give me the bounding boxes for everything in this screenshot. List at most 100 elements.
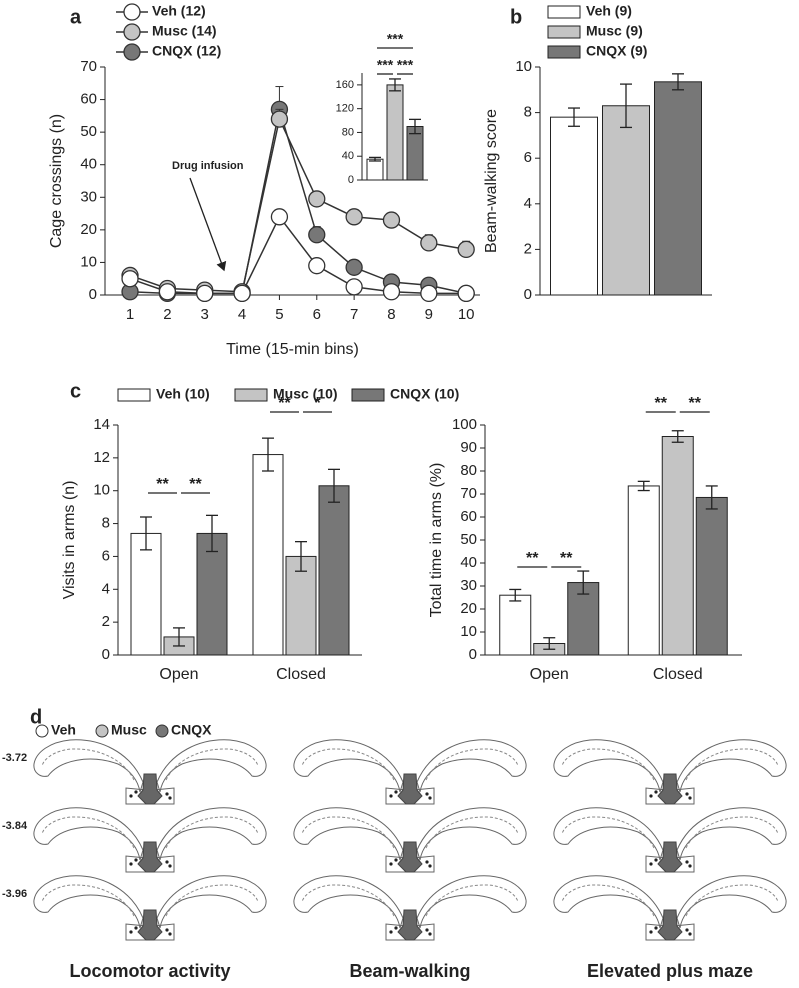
- marker: [308, 257, 326, 275]
- marker: [158, 283, 177, 301]
- significance-label: **: [189, 476, 202, 493]
- marker: [382, 211, 401, 229]
- legend-marker: [95, 724, 109, 738]
- series-line: [129, 116, 467, 293]
- significance-label: **: [560, 550, 573, 567]
- y-tick-label: 6: [102, 547, 110, 564]
- y-axis-label: Beam-walking score: [483, 109, 500, 253]
- y-tick-label: 4: [524, 195, 532, 212]
- bregma-level: -3.84: [2, 820, 28, 832]
- y-axis-label: Total time in arms (%): [428, 463, 445, 618]
- marker: [382, 283, 401, 301]
- y-tick-label: 8: [524, 104, 532, 121]
- y-tick-label: 12: [93, 449, 110, 466]
- bar: [196, 532, 228, 656]
- legend-marker: [123, 23, 141, 41]
- y-tick-label: 30: [80, 188, 97, 205]
- y-tick-label: 10: [515, 58, 532, 75]
- legend-label: Musc (9): [586, 23, 643, 39]
- marker: [308, 226, 326, 244]
- infusion-arrow: [189, 177, 227, 272]
- x-tick-label: Open: [530, 666, 569, 683]
- legend-label: Musc (10): [273, 386, 338, 402]
- legend-swatch: [117, 388, 151, 402]
- y-tick-label: 6: [524, 149, 532, 166]
- marker: [420, 284, 438, 303]
- annotation: Drug infusion: [172, 160, 244, 172]
- y-tick-label: 80: [460, 462, 477, 479]
- marker: [345, 208, 363, 226]
- legend-marker: [155, 724, 169, 738]
- x-tick-label: 8: [387, 306, 395, 323]
- y-tick-label: 8: [102, 515, 110, 532]
- bar: [499, 594, 532, 656]
- bregma-level: -3.96: [2, 888, 27, 900]
- y-tick-label: 80: [342, 126, 354, 138]
- bar: [252, 454, 284, 656]
- legend-swatch: [351, 388, 385, 402]
- significance-label: **: [156, 476, 169, 493]
- bar: [695, 496, 728, 656]
- panel-label: a: [70, 6, 82, 28]
- y-tick-label: 2: [102, 613, 110, 630]
- x-tick-label: 9: [425, 306, 433, 323]
- legend-label: Veh (10): [156, 386, 210, 402]
- legend-label: Musc: [111, 722, 147, 738]
- y-tick-label: 30: [460, 577, 477, 594]
- y-tick-label: 10: [93, 482, 110, 499]
- y-tick-label: 0: [102, 646, 110, 663]
- y-tick-label: 10: [80, 253, 97, 270]
- marker: [345, 278, 363, 296]
- marker: [308, 190, 326, 208]
- legend-label: CNQX: [171, 722, 212, 738]
- legend-label: CNQX (9): [586, 43, 647, 59]
- bar: [318, 485, 350, 656]
- marker: [420, 234, 438, 252]
- section-caption: Elevated plus maze: [587, 961, 753, 981]
- legend-marker: [35, 724, 49, 738]
- y-tick-label: 60: [460, 508, 477, 525]
- x-tick-label: 7: [350, 306, 358, 323]
- legend-label: Veh: [51, 722, 76, 738]
- y-tick-label: 90: [460, 439, 477, 456]
- bar: [550, 116, 598, 296]
- y-tick-label: 14: [93, 416, 110, 433]
- y-tick-label: 70: [80, 58, 97, 75]
- legend-label: Musc (14): [152, 23, 217, 39]
- x-tick-label: 5: [275, 306, 283, 323]
- y-tick-label: 40: [80, 156, 97, 173]
- bar: [406, 126, 424, 181]
- significance-label: ***: [377, 57, 394, 73]
- bar: [386, 84, 404, 181]
- y-tick-label: 0: [524, 286, 532, 303]
- x-tick-label: Open: [159, 666, 198, 683]
- legend-swatch: [547, 25, 581, 39]
- y-tick-label: 50: [460, 531, 477, 548]
- x-tick-label: 3: [201, 306, 209, 323]
- legend-label: CNQX (12): [152, 43, 221, 59]
- legend-swatch: [547, 5, 581, 19]
- x-tick-label: 10: [458, 306, 475, 323]
- legend-label: Veh (9): [586, 3, 632, 19]
- y-tick-label: 50: [80, 123, 97, 140]
- x-tick-label: 6: [313, 306, 321, 323]
- y-axis-label: Visits in arms (n): [61, 481, 78, 600]
- x-tick-label: Closed: [276, 666, 326, 683]
- marker: [457, 240, 475, 259]
- bar: [654, 81, 702, 296]
- y-tick-label: 2: [524, 240, 532, 257]
- significance-label: *: [314, 395, 321, 412]
- x-tick-label: 2: [163, 306, 171, 323]
- marker: [270, 208, 289, 226]
- legend-swatch: [547, 45, 581, 59]
- y-tick-label: 40: [460, 554, 477, 571]
- section-caption: Locomotor activity: [69, 961, 230, 981]
- y-tick-label: 4: [102, 580, 110, 597]
- marker: [457, 284, 475, 303]
- y-tick-label: 20: [460, 600, 477, 617]
- significance-label: ***: [397, 57, 414, 73]
- significance-label: ***: [387, 31, 404, 47]
- legend-label: CNQX (10): [390, 386, 459, 402]
- significance-label: **: [526, 550, 539, 567]
